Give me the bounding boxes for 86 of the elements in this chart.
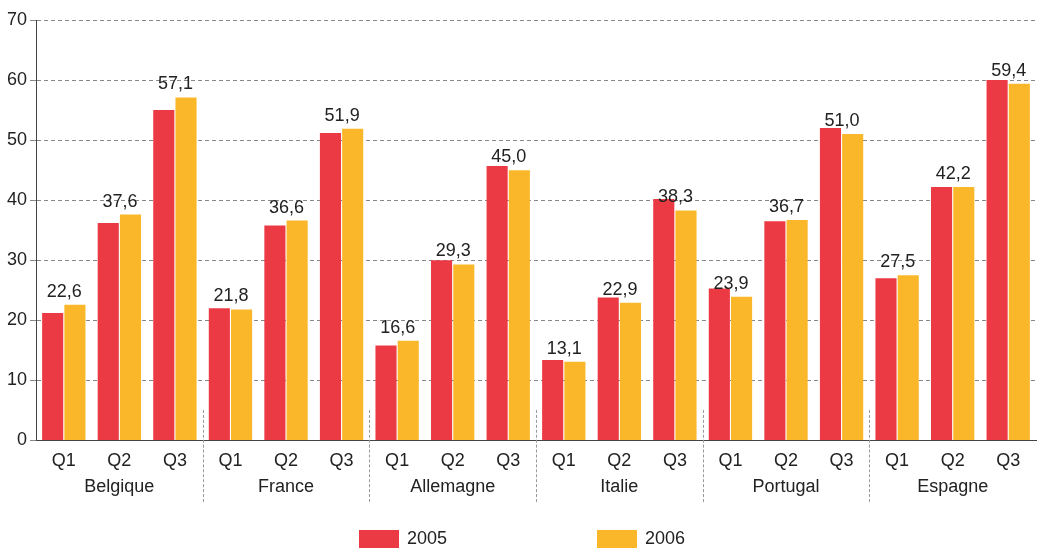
- x-tick-label: Q2: [107, 450, 132, 471]
- bar: [264, 225, 286, 440]
- x-tick-label: Q1: [51, 450, 76, 471]
- bar: [97, 222, 119, 440]
- bar: [319, 132, 342, 440]
- x-tick-label: Q2: [940, 450, 965, 471]
- data-label: 36,6: [269, 196, 305, 217]
- bar: [119, 214, 142, 440]
- x-tick-label: Q3: [329, 450, 354, 471]
- data-label: 51,9: [324, 104, 360, 125]
- data-label: 22,6: [46, 280, 82, 301]
- bar: [342, 128, 364, 440]
- y-tick-label: 0: [17, 429, 28, 450]
- data-label: 51,0: [824, 110, 860, 131]
- x-tick-label: Q1: [718, 450, 743, 471]
- y-tick-label: 30: [6, 249, 28, 270]
- data-label: 29,3: [435, 240, 471, 261]
- bar: [597, 297, 619, 440]
- bar: [786, 219, 808, 440]
- text: France: [258, 476, 315, 497]
- data-label: 23,9: [713, 272, 749, 293]
- data-label: 57,1: [157, 73, 193, 94]
- data-label: 22,9: [602, 278, 638, 299]
- x-tick-label: Q1: [218, 450, 243, 471]
- bar: [42, 313, 64, 440]
- y-tick-label: 40: [6, 189, 28, 210]
- x-tick-label: Q3: [162, 450, 187, 471]
- bar: [675, 210, 697, 440]
- bar: [842, 134, 864, 440]
- y-tick-label: 50: [6, 129, 28, 150]
- bar: [231, 309, 253, 440]
- y-tick-label: 70: [6, 8, 28, 29]
- data-label: 59,4: [991, 59, 1027, 80]
- bar: [1008, 83, 1030, 440]
- x-tick-label: Q3: [829, 450, 854, 471]
- x-tick-label: Q2: [774, 450, 799, 471]
- bar: [619, 302, 642, 440]
- y-tick-label: 20: [6, 309, 28, 330]
- x-tick-label: Q1: [551, 450, 576, 471]
- bar: [875, 278, 897, 440]
- y-tick-label: 10: [6, 369, 28, 390]
- bar: [542, 359, 564, 440]
- bar: [731, 296, 753, 440]
- bar: [564, 361, 586, 440]
- bar: [208, 308, 230, 440]
- data-label: 16,6: [380, 316, 416, 337]
- legend-label: 2006: [645, 528, 686, 549]
- data-label: 37,6: [102, 190, 138, 211]
- bar: [486, 165, 508, 440]
- data-label: 13,1: [546, 337, 582, 358]
- bar: [375, 345, 397, 440]
- text: Italie: [600, 476, 639, 497]
- x-tick-label: Q2: [607, 450, 632, 471]
- x-tick-label: Q1: [885, 450, 910, 471]
- x-tick-label: Q2: [274, 450, 299, 471]
- bar: [153, 110, 175, 440]
- data-label: 42,2: [935, 162, 971, 183]
- bar: [953, 186, 975, 440]
- data-label: 45,0: [491, 146, 527, 167]
- data-label: 27,5: [880, 251, 916, 272]
- legend-label: 2005: [406, 528, 447, 549]
- bar: [819, 128, 841, 440]
- text: Belgique: [84, 476, 155, 497]
- data-label: 38,3: [657, 186, 693, 207]
- x-tick-label: Q1: [385, 450, 410, 471]
- x-tick-label: Q3: [496, 450, 521, 471]
- text: Portugal: [752, 476, 820, 497]
- data-label: 21,8: [213, 285, 249, 306]
- bar: [431, 260, 453, 440]
- bar: [286, 220, 308, 440]
- bar: [453, 264, 475, 440]
- text: Allemagne: [410, 476, 496, 497]
- bar: [175, 97, 197, 440]
- y-tick-label: 60: [6, 69, 28, 90]
- text: Espagne: [917, 476, 989, 497]
- x-tick-label: Q3: [996, 450, 1021, 471]
- bar: [397, 340, 419, 440]
- bar: [64, 304, 86, 440]
- bar: [764, 221, 786, 440]
- x-tick-label: Q3: [662, 450, 687, 471]
- bar: [931, 186, 953, 440]
- data-label: 36,7: [769, 195, 805, 216]
- bar: [508, 170, 530, 440]
- bar: [897, 275, 919, 440]
- x-tick-label: Q2: [440, 450, 465, 471]
- bar: [986, 80, 1008, 440]
